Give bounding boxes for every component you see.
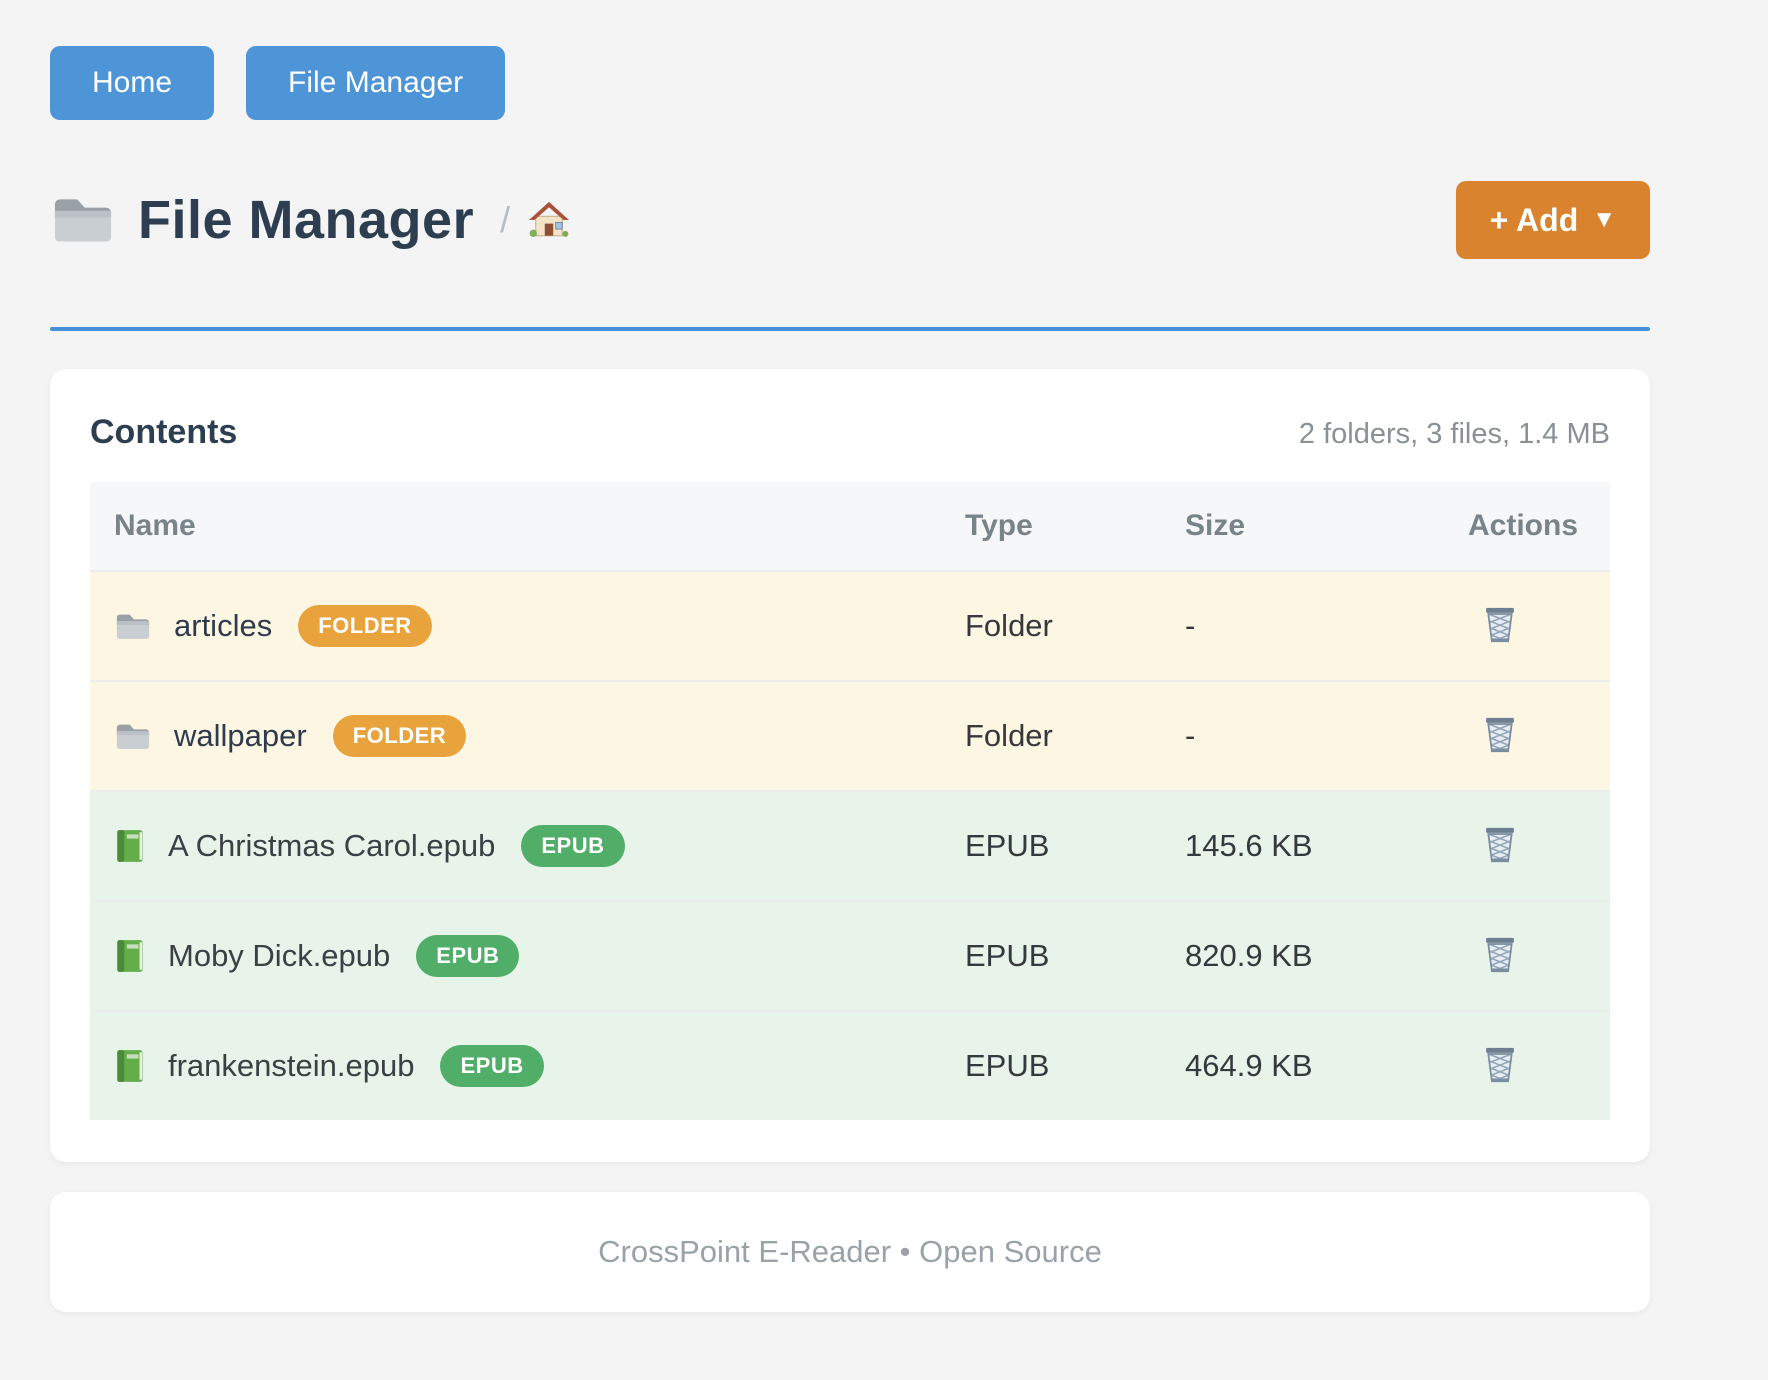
folder-icon [114,611,152,642]
file-manager-page: Home File Manager File Manager / [50,0,1650,1312]
trash-icon[interactable] [1482,1044,1518,1084]
type-badge: EPUB [521,825,625,867]
trash-icon[interactable] [1482,714,1518,754]
type-badge: EPUB [416,935,520,977]
type-badge: FOLDER [332,715,467,757]
folder-icon [50,193,116,247]
trash-icon[interactable] [1482,934,1518,974]
table-row: articles FOLDER Folder - [90,571,1610,681]
trash-icon[interactable] [1482,824,1518,864]
folder-icon [114,721,152,752]
chevron-down-icon: ▼ [1592,205,1616,233]
size-cell: - [1185,718,1196,753]
file-table: Name Type Size Actions [90,482,1610,1120]
file-name[interactable]: articles [174,608,273,643]
contents-card: Contents 2 folders, 3 files, 1.4 MB Name… [50,369,1650,1162]
type-cell: Folder [965,608,1053,643]
book-icon [114,1048,146,1084]
page-title: File Manager [138,189,475,250]
card-title: Contents [90,413,238,451]
nav-file-manager-button[interactable]: File Manager [246,46,506,120]
nav-home-button[interactable]: Home [50,46,215,120]
size-cell: 820.9 KB [1185,938,1313,973]
type-cell: EPUB [965,938,1050,973]
top-nav: Home File Manager [50,46,1650,120]
table-row: Moby Dick.epub EPUB EPUB 820.9 KB [90,901,1610,1011]
add-button-label: + Add [1489,201,1579,238]
contents-summary: 2 folders, 3 files, 1.4 MB [1298,418,1610,450]
file-name[interactable]: Moby Dick.epub [168,938,391,973]
column-header-size: Size [1185,509,1246,542]
column-header-name: Name [114,509,196,542]
size-cell: - [1185,608,1196,643]
size-cell: 464.9 KB [1185,1048,1313,1083]
add-button[interactable]: + Add ▼ [1455,180,1650,259]
table-row: A Christmas Carol.epub EPUB EPUB 145.6 K… [90,791,1610,901]
table-body: articles FOLDER Folder - [90,571,1610,1120]
book-icon [114,938,146,974]
type-badge: EPUB [440,1045,544,1087]
type-cell: EPUB [965,1048,1050,1083]
table-row: wallpaper FOLDER Folder - [90,681,1610,791]
size-cell: 145.6 KB [1185,828,1313,863]
contents-card-header: Contents 2 folders, 3 files, 1.4 MB [90,413,1610,452]
book-icon [114,828,146,864]
type-cell: EPUB [965,828,1050,863]
house-icon[interactable] [526,198,572,242]
file-name[interactable]: frankenstein.epub [168,1048,415,1083]
type-cell: Folder [965,718,1053,753]
file-name[interactable]: wallpaper [174,718,307,753]
trash-icon[interactable] [1482,604,1518,644]
file-name[interactable]: A Christmas Carol.epub [168,828,496,863]
footer-card: CrossPoint E-Reader • Open Source [50,1192,1650,1312]
page-title-group: File Manager / [50,189,572,251]
breadcrumb-separator: / [500,198,511,240]
footer-text: CrossPoint E-Reader • Open Source [598,1234,1102,1269]
column-header-actions: Actions [1468,509,1579,542]
table-header-row: Name Type Size Actions [90,482,1610,571]
table-row: frankenstein.epub EPUB EPUB 464.9 KB [90,1011,1610,1120]
title-divider [50,327,1650,331]
page-header: File Manager / + Add ▼ [50,172,1650,267]
column-header-type: Type [965,509,1033,542]
type-badge: FOLDER [298,605,432,647]
